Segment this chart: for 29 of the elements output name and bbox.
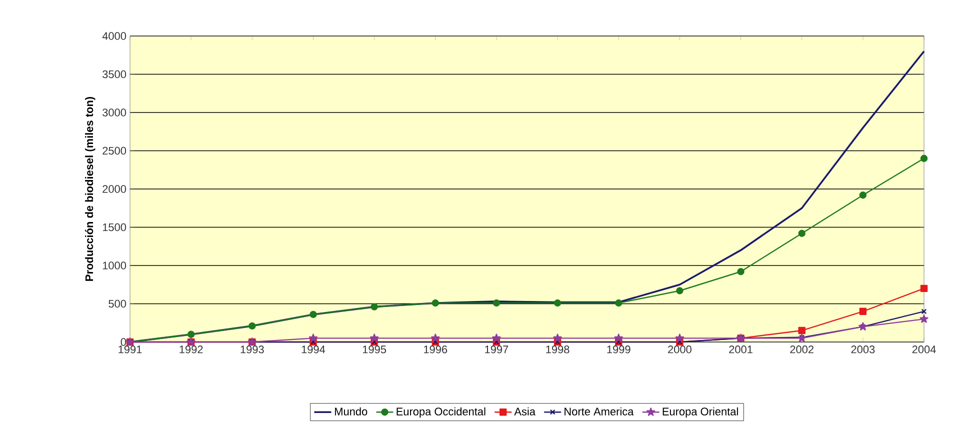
x-tick-label: 2004	[912, 346, 936, 354]
y-tick-label: 0	[120, 338, 126, 346]
legend-label: Asia	[514, 407, 536, 416]
y-tick-label: 1500	[102, 223, 126, 232]
x-tick-label: 2000	[668, 346, 692, 354]
y-tick-label: 2000	[102, 185, 126, 193]
x-tick-label: 2002	[790, 346, 814, 354]
x-tick-label: 2003	[851, 346, 875, 354]
y-tick-label: 2500	[102, 146, 126, 155]
x-tick-label: 1992	[180, 346, 203, 354]
legend-label: Mundo	[335, 407, 368, 416]
legend-label: Europa Oriental	[662, 407, 738, 418]
y-axis-title: Producción de biodiesel (miles ton)	[84, 96, 96, 281]
y-tick-label: 3500	[102, 70, 126, 78]
x-tick-label: 1995	[362, 346, 386, 354]
x-tick-label: 1999	[607, 346, 630, 354]
x-tick-label: 1991	[118, 346, 142, 354]
x-tick-label: 1998	[546, 346, 570, 354]
x-tick-label: 1993	[240, 346, 264, 354]
y-tick-label: 3000	[102, 108, 126, 116]
x-tick-label: 1996	[424, 346, 448, 354]
x-tick-label: 1997	[485, 346, 508, 354]
legend-label: Norte America	[564, 407, 634, 416]
legend-label: Europa Occidental	[396, 407, 486, 418]
x-tick-label: 1994	[302, 346, 326, 354]
x-tick-label: 2001	[729, 346, 752, 354]
y-tick-label: 500	[108, 300, 126, 308]
y-tick-label: 1000	[102, 262, 126, 270]
y-tick-label: 4000	[102, 32, 126, 40]
